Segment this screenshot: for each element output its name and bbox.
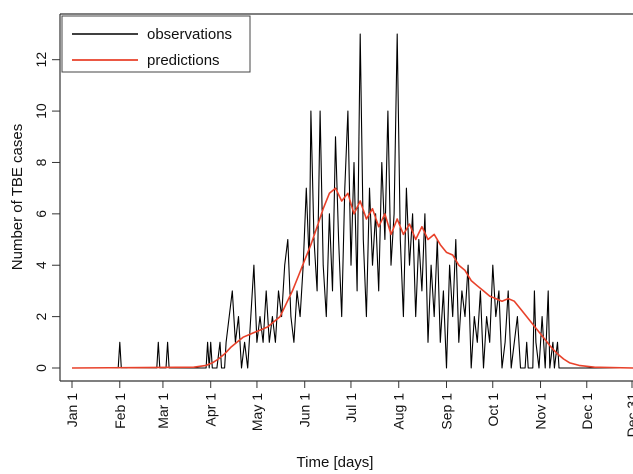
x-tick-label: Jun 1 (297, 393, 313, 427)
x-axis: Jan 1 Feb 1 Mar 1 Apr 1 May 1 Jun 1 Jul 1 Aug 1… (64, 381, 633, 437)
series-line-observations (72, 33, 633, 369)
x-tick-label: Nov 1 (533, 393, 549, 430)
y-tick-label: 4 (33, 261, 49, 269)
legend-box (61, 15, 251, 73)
y-tick-label: 6 (33, 210, 49, 218)
y-tick-label: 12 (33, 52, 49, 68)
x-tick-label: Dec 31 (624, 393, 633, 438)
x-tick-label: Oct 1 (485, 393, 501, 427)
plot-frame (59, 13, 633, 382)
x-tick-label: Mar 1 (155, 393, 171, 429)
x-tick-label: Jan 1 (64, 393, 80, 427)
x-tick-label: Aug 1 (391, 393, 407, 430)
y-tick-label: 10 (33, 103, 49, 119)
x-tick-label: Sep 1 (439, 393, 455, 430)
x-tick-label: Apr 1 (203, 393, 219, 427)
y-axis: 0 2 4 6 8 10 12 (33, 52, 60, 372)
legend-label-predictions: predictions (147, 52, 220, 69)
y-tick-label: 2 (33, 313, 49, 321)
legend-label-observations: observations (147, 26, 232, 43)
y-axis-title: Number of TBE cases (9, 124, 26, 270)
x-tick-label: Feb 1 (112, 393, 128, 429)
series-layer (71, 33, 633, 369)
legend: observations predictions (61, 15, 251, 73)
y-tick-label: 0 (33, 364, 49, 372)
x-tick-label: May 1 (249, 393, 265, 431)
y-tick-label: 8 (33, 158, 49, 166)
series-line-predictions (71, 187, 633, 369)
x-axis-title: Time [days] (297, 454, 374, 471)
x-tick-label: Dec 1 (579, 393, 595, 430)
x-tick-label: Jul 1 (343, 393, 359, 423)
